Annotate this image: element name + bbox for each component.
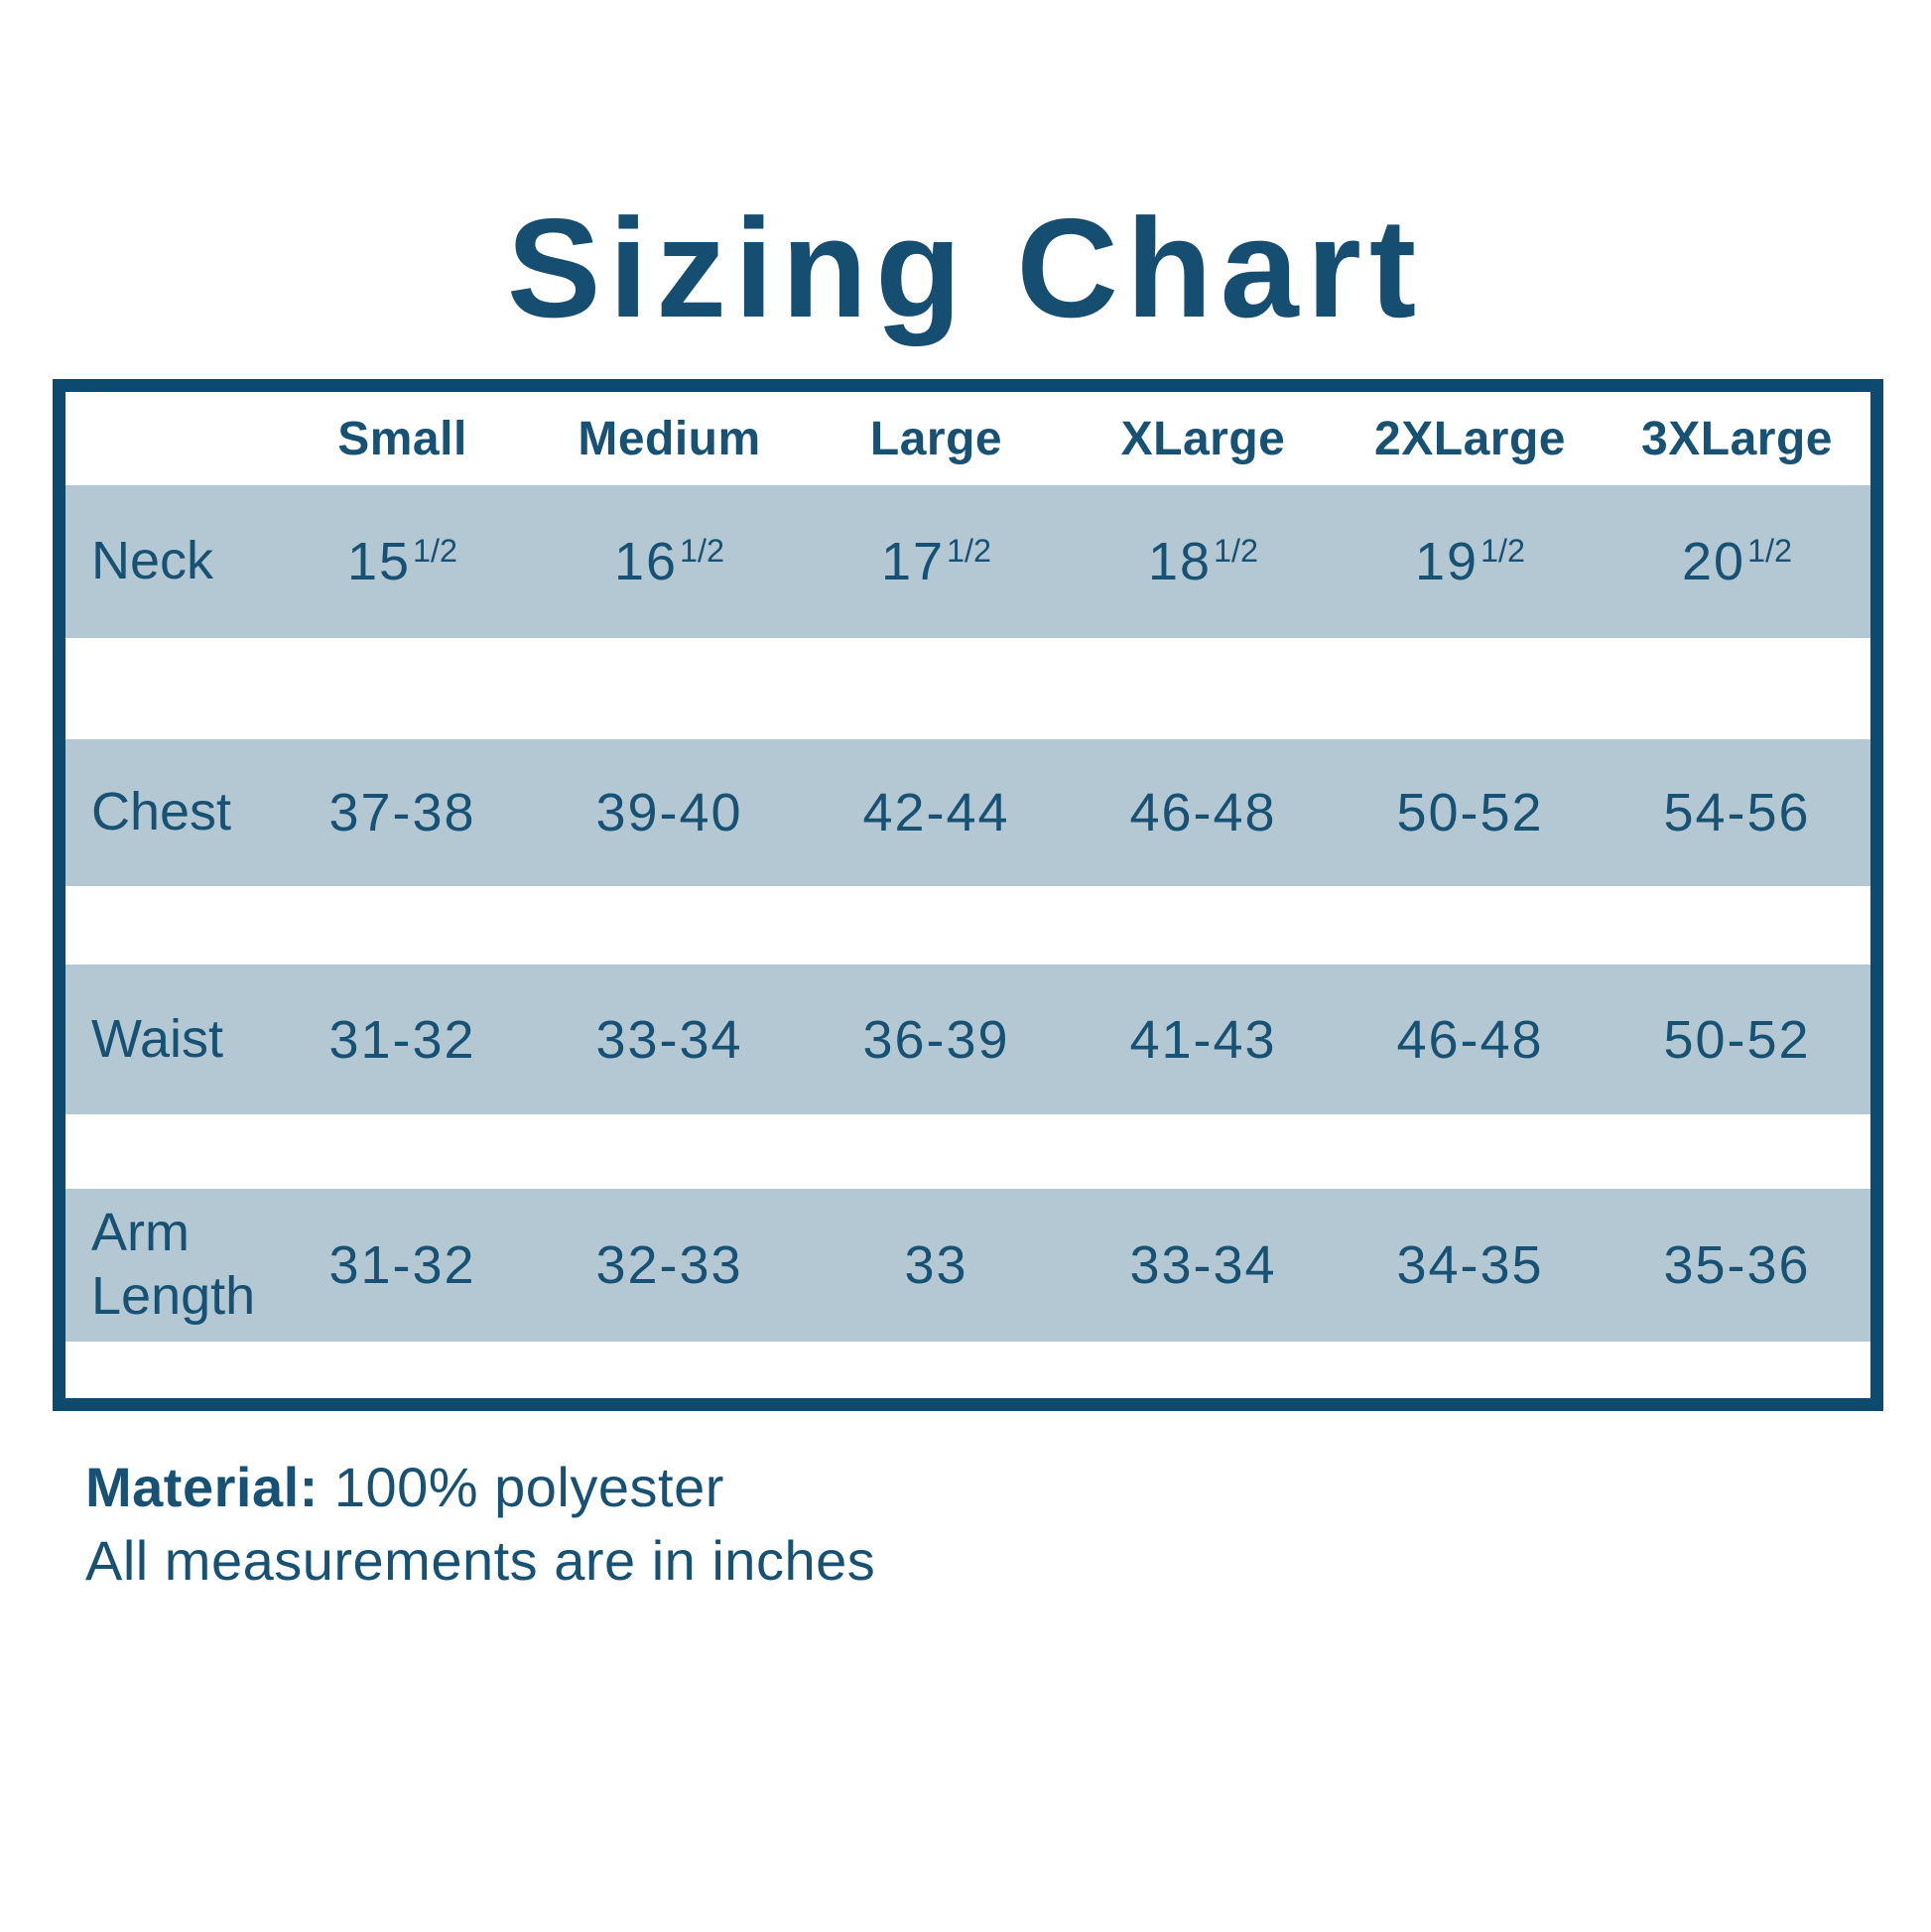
row-spacer	[65, 886, 1870, 965]
page-title: Sizing Chart	[506, 190, 1425, 347]
sizing-table: Small Medium Large XLarge 2XLarge 3XLarg…	[53, 379, 1883, 1411]
row-label-waist: Waist	[91, 1008, 223, 1069]
row-spacer	[65, 638, 1870, 739]
neck-value-3xlarge: 201/2	[1681, 532, 1793, 591]
arm-length-value-small: 31-32	[328, 1235, 476, 1295]
chest-value-2xlarge: 50-52	[1396, 783, 1544, 842]
table-row-waist: Waist 31-32 33-34 36-39 41-43 46-48 50-5…	[65, 965, 1870, 1114]
row-label-neck: Neck	[91, 531, 214, 591]
material-label: Material:	[85, 1456, 319, 1518]
arm-length-value-2xlarge: 34-35	[1396, 1235, 1544, 1295]
waist-value-small: 31-32	[328, 1009, 476, 1070]
column-header-small: Small	[337, 412, 467, 465]
arm-length-value-3xlarge: 35-36	[1663, 1235, 1811, 1295]
chest-value-3xlarge: 54-56	[1663, 783, 1811, 842]
table-row-arm-length: Arm Length 31-32 32-33 33 33-34 34-35 35…	[65, 1189, 1870, 1342]
waist-value-large: 36-39	[862, 1009, 1010, 1070]
column-header-xlarge: XLarge	[1120, 412, 1286, 465]
waist-value-2xlarge: 46-48	[1396, 1009, 1544, 1070]
chest-value-xlarge: 46-48	[1129, 783, 1277, 842]
neck-value-small: 151/2	[346, 532, 458, 591]
arm-length-value-large: 33	[904, 1235, 968, 1295]
material-note: Material: 100% polyester	[85, 1451, 875, 1524]
neck-value-large: 171/2	[880, 532, 992, 591]
column-header-large: Large	[869, 412, 1003, 465]
footer-notes: Material: 100% polyester All measurement…	[85, 1451, 875, 1598]
waist-value-xlarge: 41-43	[1129, 1009, 1277, 1070]
material-value: 100% polyester	[333, 1456, 724, 1518]
row-label-chest: Chest	[91, 782, 232, 842]
waist-value-medium: 33-34	[595, 1009, 743, 1070]
arm-length-value-xlarge: 33-34	[1129, 1235, 1277, 1295]
column-header-2xlarge: 2XLarge	[1374, 412, 1566, 465]
chest-value-large: 42-44	[862, 783, 1010, 842]
chest-value-small: 37-38	[328, 783, 476, 842]
column-header-3xlarge: 3XLarge	[1641, 412, 1833, 465]
chest-value-medium: 39-40	[595, 783, 743, 842]
row-label-arm-length: Arm Length	[91, 1203, 256, 1326]
waist-value-3xlarge: 50-52	[1663, 1009, 1811, 1070]
table-header-row: Small Medium Large XLarge 2XLarge 3XLarg…	[65, 392, 1870, 485]
neck-value-2xlarge: 191/2	[1414, 532, 1526, 591]
table-row-chest: Chest 37-38 39-40 42-44 46-48 50-52 54-5…	[65, 739, 1870, 886]
measurements-note: All measurements are in inches	[85, 1528, 876, 1592]
column-header-medium: Medium	[578, 412, 761, 465]
neck-value-medium: 161/2	[613, 532, 725, 591]
table-row-neck: Neck 151/2 161/2 171/2 181/2 191/2 201/2	[65, 485, 1870, 638]
neck-value-xlarge: 181/2	[1147, 532, 1259, 591]
arm-length-value-medium: 32-33	[595, 1235, 743, 1295]
row-spacer	[65, 1114, 1870, 1189]
